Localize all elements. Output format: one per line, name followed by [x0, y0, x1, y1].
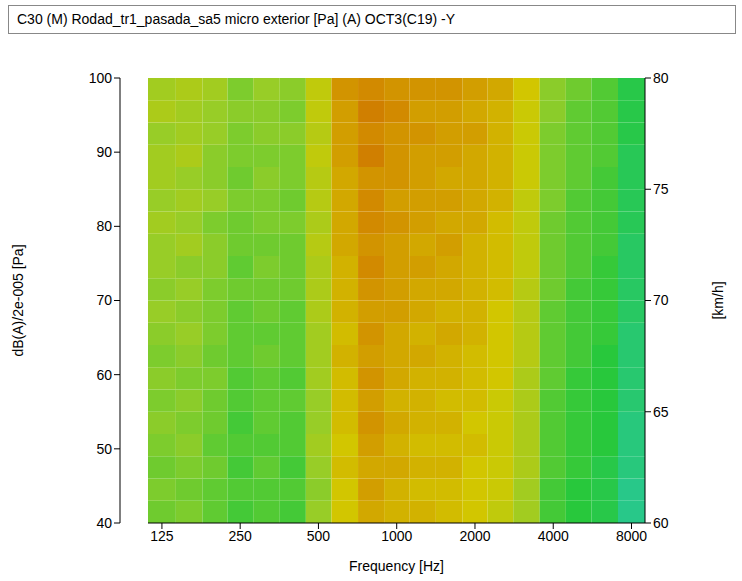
svg-text:Frequency [Hz]: Frequency [Hz] — [349, 558, 444, 574]
svg-text:2000: 2000 — [459, 528, 490, 544]
svg-text:60: 60 — [653, 515, 669, 531]
svg-text:80: 80 — [96, 218, 112, 234]
svg-text:60: 60 — [96, 367, 112, 383]
svg-text:250: 250 — [229, 528, 253, 544]
svg-text:dB(A)/2e-005 [Pa]: dB(A)/2e-005 [Pa] — [10, 244, 26, 356]
svg-text:80: 80 — [653, 70, 669, 86]
svg-text:8000: 8000 — [616, 528, 647, 544]
svg-text:70: 70 — [653, 292, 669, 308]
svg-text:[km/h]: [km/h] — [710, 281, 726, 319]
svg-text:75: 75 — [653, 181, 669, 197]
html-text:C30 (M) Rodad_tr1_pasada_sa5 m: C30 (M) Rodad_tr1_pasada_sa5 micro exter… — [17, 11, 456, 27]
svg-text:40: 40 — [96, 515, 112, 531]
svg-text:100: 100 — [89, 70, 113, 86]
svg-text:500: 500 — [307, 528, 331, 544]
svg-text:65: 65 — [653, 404, 669, 420]
svg-text:90: 90 — [96, 144, 112, 160]
svg-text:1000: 1000 — [381, 528, 412, 544]
svg-text:4000: 4000 — [538, 528, 569, 544]
svg-text:70: 70 — [96, 292, 112, 308]
svg-text:125: 125 — [150, 528, 174, 544]
svg-text:50: 50 — [96, 441, 112, 457]
